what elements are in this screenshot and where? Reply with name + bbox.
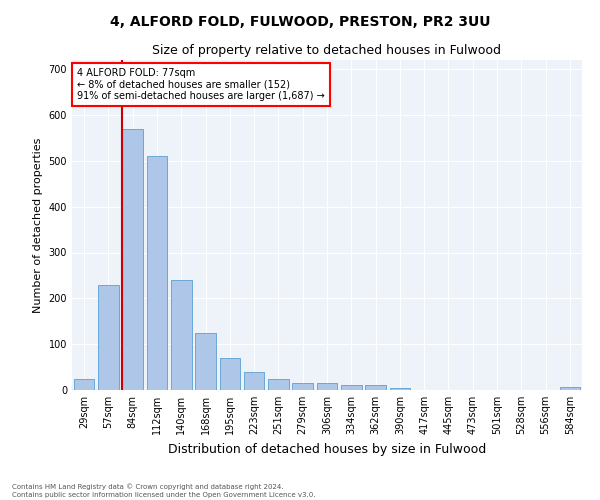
Bar <box>220 358 240 390</box>
Bar <box>74 378 94 390</box>
Bar <box>195 332 216 390</box>
Text: Contains HM Land Registry data © Crown copyright and database right 2024.
Contai: Contains HM Land Registry data © Crown c… <box>12 484 316 498</box>
Title: Size of property relative to detached houses in Fulwood: Size of property relative to detached ho… <box>152 44 502 58</box>
Bar <box>244 372 265 390</box>
Bar <box>171 280 191 390</box>
Bar <box>292 383 313 390</box>
Bar <box>341 386 362 390</box>
Bar <box>365 386 386 390</box>
Bar <box>560 387 580 390</box>
Bar <box>98 284 119 390</box>
Y-axis label: Number of detached properties: Number of detached properties <box>33 138 43 312</box>
Text: 4, ALFORD FOLD, FULWOOD, PRESTON, PR2 3UU: 4, ALFORD FOLD, FULWOOD, PRESTON, PR2 3U… <box>110 15 490 29</box>
Bar <box>268 378 289 390</box>
Bar <box>317 383 337 390</box>
Bar <box>122 128 143 390</box>
Text: 4 ALFORD FOLD: 77sqm
← 8% of detached houses are smaller (152)
91% of semi-detac: 4 ALFORD FOLD: 77sqm ← 8% of detached ho… <box>77 68 325 102</box>
Bar <box>146 156 167 390</box>
X-axis label: Distribution of detached houses by size in Fulwood: Distribution of detached houses by size … <box>168 442 486 456</box>
Bar <box>389 388 410 390</box>
